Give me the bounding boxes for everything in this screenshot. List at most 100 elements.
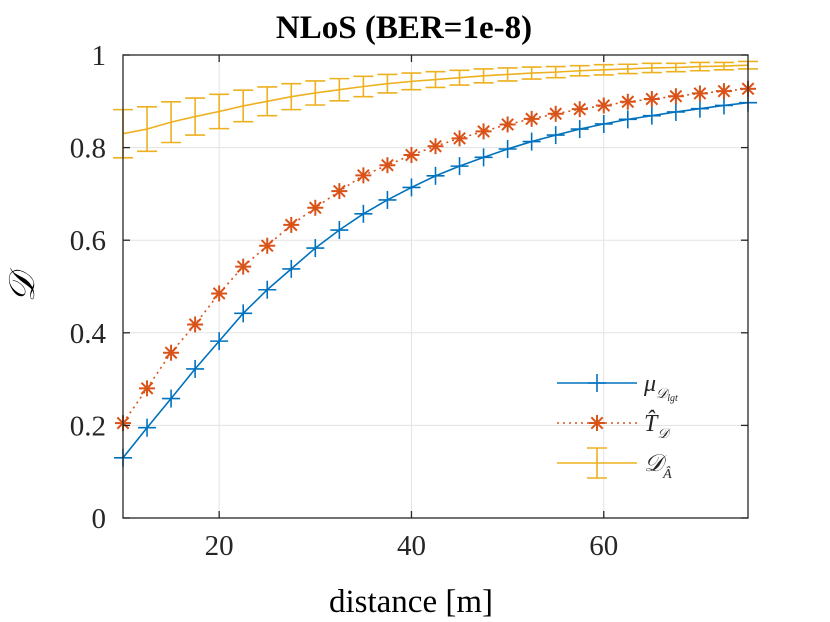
data-point-plus [546,126,565,145]
data-point-plus [330,221,349,240]
data-point-errorbar [425,70,446,89]
data-point-star [307,199,324,216]
data-point-errorbar [329,77,350,102]
marker-star-arm [717,84,731,98]
data-point-plus [522,132,541,151]
y-tick-label: 0.8 [70,133,106,165]
data-point-plus [570,120,589,139]
data-point-plus [714,96,733,115]
data-point-errorbar [377,73,398,94]
data-point-plus [234,304,253,323]
legend-label: μ𝒟lgt [643,371,678,404]
data-point-star [499,116,516,133]
data-point-plus [666,102,685,121]
data-point-errorbar [209,93,230,130]
data-point-star [403,147,420,164]
marker-star-arm [308,201,322,215]
data-point-plus [594,114,613,133]
data-point-star [427,138,444,155]
data-point-errorbar [617,63,638,75]
marker-star-arm [453,131,466,145]
data-point-errorbar [593,63,614,76]
marker-star-arm [381,158,394,172]
data-point-errorbar [569,64,590,77]
legend-label-main: T̂ [644,410,659,437]
series-T_hat_D [115,80,756,432]
data-point-errorbar [665,62,686,73]
marker-star-arm [549,107,563,121]
data-point-errorbar [257,86,278,117]
data-point-plus [210,332,229,351]
data-point-plus [642,106,661,125]
marker-star-arm [621,95,635,109]
marker-star-arm [525,112,539,126]
data-point-errorbar [689,61,710,72]
legend-marker-star-arm [590,416,604,430]
y-tick-label: 0.2 [70,410,106,442]
data-point-errorbar [161,100,182,144]
chart-title: NLoS (BER=1e-8) [276,10,532,46]
data-point-star [571,101,588,118]
legend-label: 𝒟Â [644,451,672,482]
legend-label-main: μ [643,371,656,397]
legend-entry-D_A_hat: 𝒟Â [557,447,672,482]
data-point-errorbar [185,97,206,136]
data-point-plus [282,259,301,278]
legend-entry-mu_D_lgt: μ𝒟lgt [557,371,678,404]
data-point-errorbar [713,61,734,71]
data-point-errorbar [521,66,542,80]
marker-star-arm [284,218,298,232]
data-point-star [451,130,468,147]
x-tick-label: 20 [205,530,234,562]
legend-label-sub: 𝒟 [656,387,670,402]
y-tick-label: 0.6 [70,225,106,257]
marker-star-arm [477,125,490,138]
marker-star-arm [212,287,226,300]
data-point-star [691,85,708,102]
data-point-errorbar [473,68,494,84]
data-point-errorbar [305,80,326,106]
data-point-plus [162,389,181,408]
data-point-star [547,105,564,122]
data-point-plus [618,110,637,129]
data-point-star [283,216,300,233]
data-point-star [475,123,492,140]
data-point-errorbar [545,65,566,79]
data-point-star [379,157,396,174]
data-point-star [595,97,612,114]
data-point-star [211,285,228,302]
marker-star-arm [429,139,442,153]
data-point-star [523,110,540,127]
data-point-plus [474,148,493,167]
data-point-errorbar [401,72,422,91]
legend-label-sub: 𝒟 [657,427,671,442]
data-point-errorbar [281,82,302,111]
marker-star-arm [501,118,514,131]
data-point-plus [138,418,157,437]
y-tick-label: 0 [92,503,107,535]
data-point-plus [426,166,445,185]
data-point-errorbar [137,106,158,153]
series-layer [113,60,758,467]
grid [123,55,748,518]
marker-star-arm [164,346,178,360]
marker-star-arm [332,184,346,198]
data-point-star [619,93,636,110]
data-point-star [163,344,180,361]
data-point-plus [258,280,277,299]
data-point-plus [378,190,397,209]
y-tick-label: 1 [92,40,107,72]
data-point-errorbar [353,75,374,98]
data-point-star [715,83,732,100]
legend-label-subsub: lgt [667,393,678,404]
data-point-plus [186,359,205,378]
marker-star-arm [405,148,418,162]
marker-star-arm [645,92,659,106]
marker-star-arm [357,169,370,182]
marker-star-arm [188,318,202,331]
axes: 20 40 60 0 0.2 0.4 0.6 0.8 1 [70,40,749,562]
x-tick-label: 40 [397,530,426,562]
data-point-star [187,316,204,333]
